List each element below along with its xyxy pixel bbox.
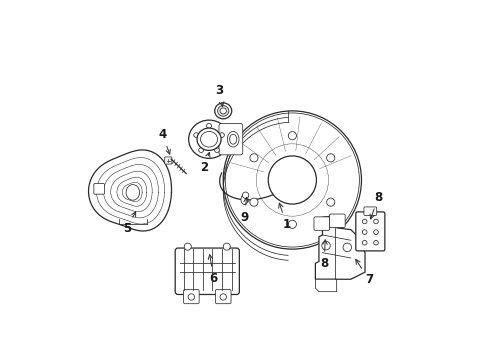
Ellipse shape	[214, 103, 231, 119]
Ellipse shape	[206, 123, 211, 128]
Circle shape	[223, 243, 230, 250]
Ellipse shape	[326, 198, 334, 206]
Ellipse shape	[198, 148, 203, 152]
Text: 3: 3	[215, 84, 224, 106]
Ellipse shape	[288, 220, 296, 228]
FancyBboxPatch shape	[164, 157, 171, 164]
Text: 2: 2	[199, 152, 209, 174]
Text: 5: 5	[122, 212, 135, 235]
Text: 8: 8	[320, 240, 328, 270]
Circle shape	[343, 243, 351, 252]
Ellipse shape	[249, 154, 258, 162]
FancyBboxPatch shape	[313, 217, 329, 230]
Text: 8: 8	[369, 190, 382, 219]
Circle shape	[321, 241, 329, 250]
FancyBboxPatch shape	[363, 207, 376, 215]
FancyBboxPatch shape	[219, 123, 242, 155]
Text: 9: 9	[240, 197, 248, 224]
Circle shape	[242, 192, 248, 198]
Text: 4: 4	[158, 128, 170, 154]
Ellipse shape	[214, 148, 219, 152]
FancyBboxPatch shape	[183, 289, 199, 304]
FancyBboxPatch shape	[94, 184, 104, 194]
Polygon shape	[315, 215, 364, 279]
Ellipse shape	[217, 105, 228, 116]
Ellipse shape	[188, 120, 229, 158]
Text: 6: 6	[208, 255, 217, 285]
Ellipse shape	[326, 154, 334, 162]
Ellipse shape	[220, 108, 226, 114]
Text: 7: 7	[355, 260, 372, 287]
Ellipse shape	[219, 133, 224, 138]
Ellipse shape	[241, 194, 247, 204]
Ellipse shape	[284, 163, 291, 172]
FancyBboxPatch shape	[175, 248, 239, 294]
Ellipse shape	[193, 133, 198, 138]
Ellipse shape	[223, 111, 361, 249]
Ellipse shape	[126, 185, 139, 200]
Ellipse shape	[227, 131, 239, 147]
Ellipse shape	[249, 198, 258, 206]
Ellipse shape	[288, 132, 296, 140]
Circle shape	[184, 243, 191, 250]
Ellipse shape	[268, 156, 316, 204]
Ellipse shape	[197, 128, 221, 150]
Text: 1: 1	[278, 203, 290, 231]
FancyBboxPatch shape	[215, 289, 230, 304]
Polygon shape	[315, 279, 336, 292]
FancyBboxPatch shape	[355, 212, 384, 251]
FancyBboxPatch shape	[329, 214, 345, 228]
